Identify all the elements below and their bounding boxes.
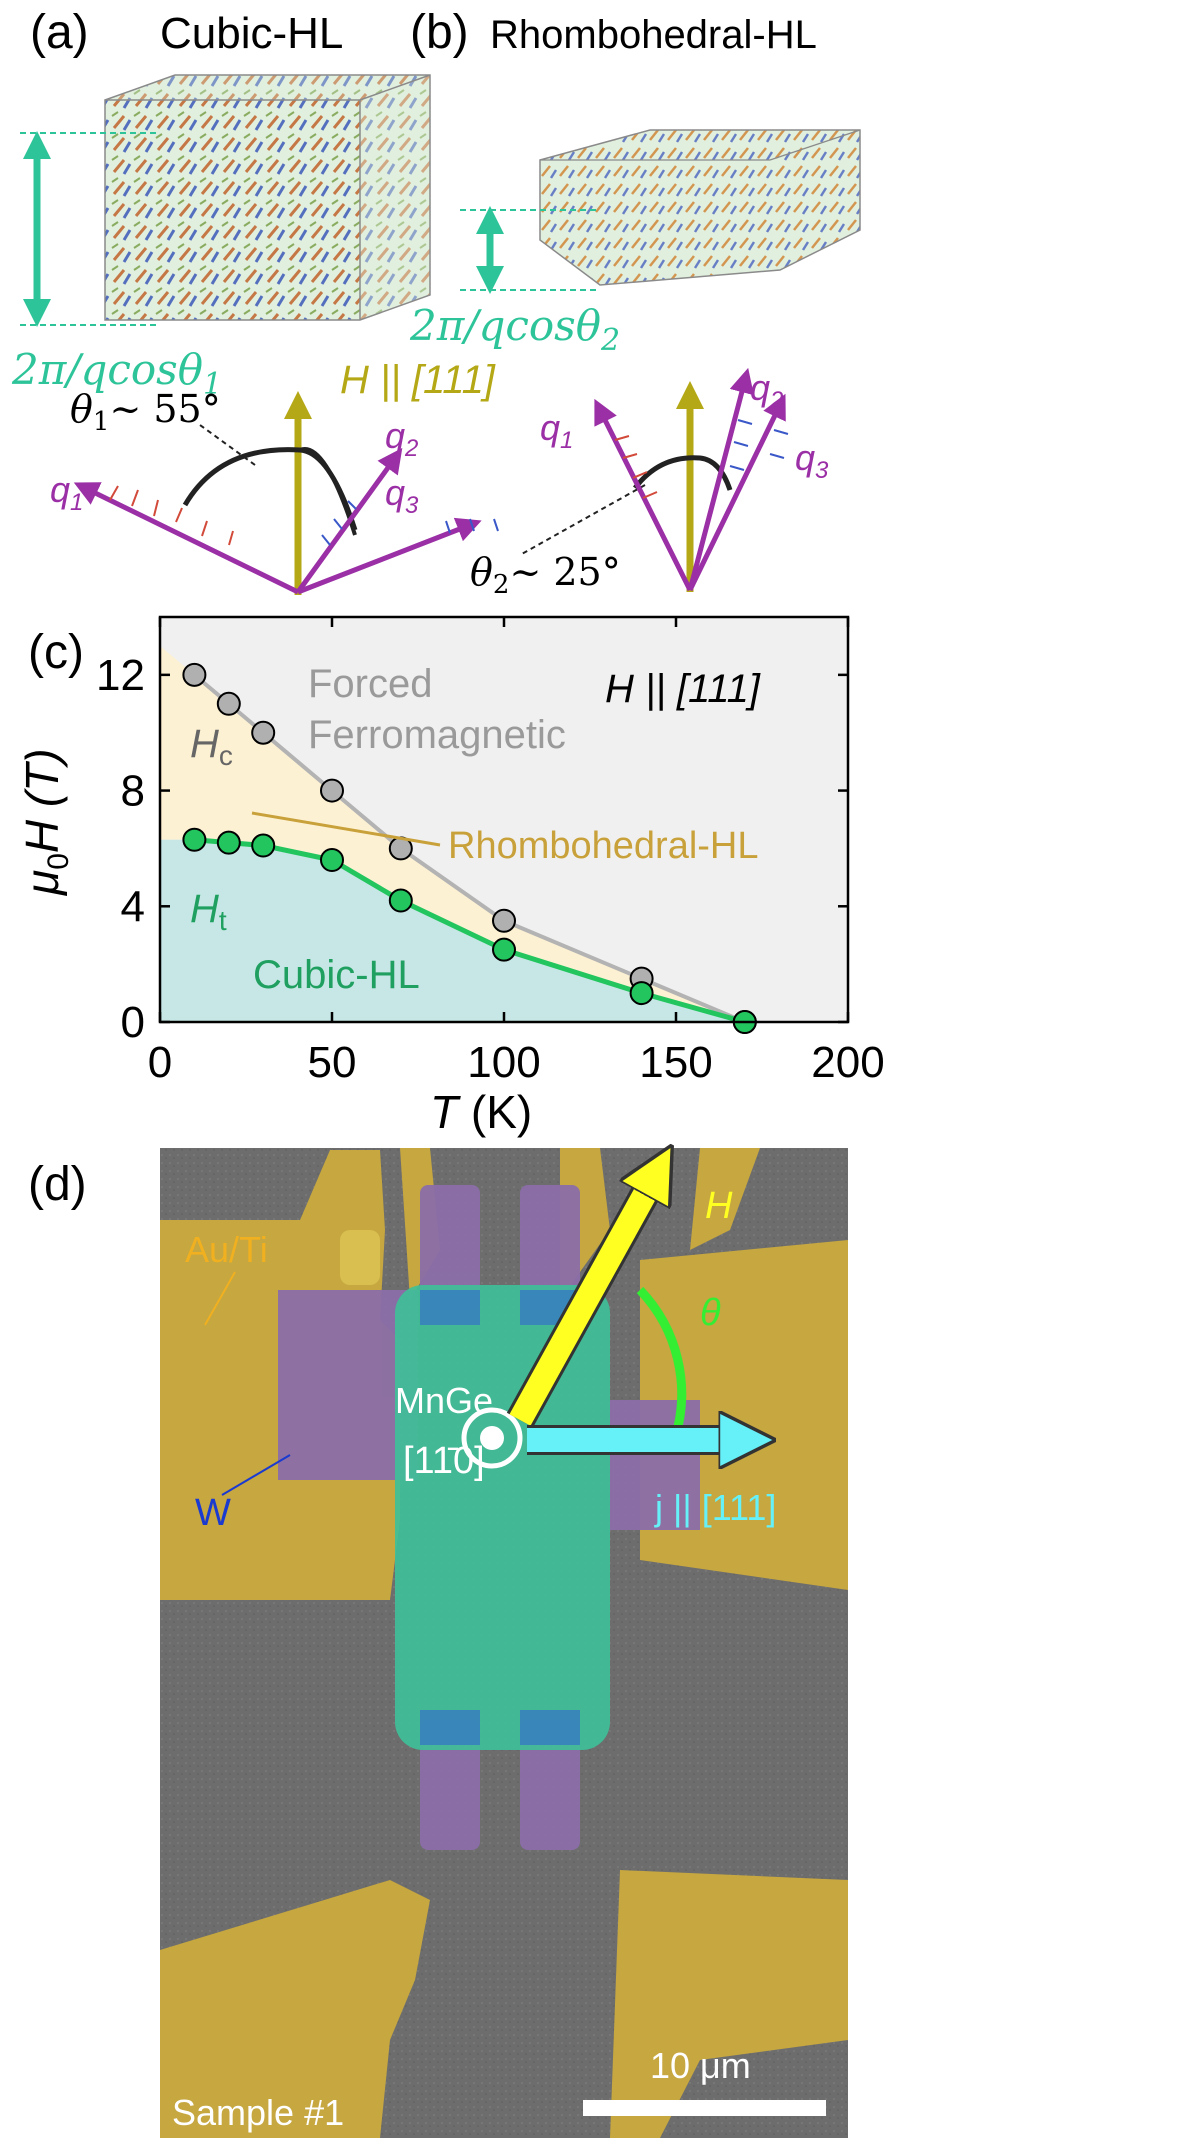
panel-b: (b) Rhombohedral-HL 2π/qcosθ2 θ2~ 25° q1… — [409, 6, 861, 600]
out-of-plane-symbol — [461, 1407, 523, 1469]
x-tick-label: 100 — [467, 1038, 540, 1087]
theta-label-d: θ — [700, 1292, 721, 1334]
current-label: j || [111] — [654, 1487, 776, 1528]
field-label-a: H || [111] — [340, 358, 496, 402]
w-contacts — [278, 1185, 700, 1850]
x-tick-label: 0 — [148, 1038, 172, 1087]
au-ti-label: Au/Ti — [185, 1229, 268, 1270]
panel-a-title: Cubic-HL — [160, 9, 343, 58]
q3-label-a: q3 — [385, 472, 419, 519]
rhomb-pointer-line — [251, 811, 441, 847]
mnge-flake — [395, 1285, 610, 1750]
ht-point — [388, 888, 413, 913]
panel-d: (d) Au/ — [28, 1148, 848, 2138]
y-tick-label: 0 — [121, 998, 145, 1047]
theta-arc — [636, 1286, 687, 1440]
forced-ferro-line1: Forced — [308, 662, 433, 706]
cubic-region-label: Cubic-HL — [253, 953, 420, 997]
q2-label-b: q2 — [750, 367, 783, 414]
ht-point — [251, 833, 276, 858]
field-annotation-c: H || [111] — [605, 667, 761, 711]
q-vectors-a — [73, 447, 499, 595]
angle-label-a: θ1~ 55° — [70, 387, 221, 437]
hc-label: Hc — [190, 722, 233, 771]
panel-a: (a) Cubic-HL 2π/qcosθ1 H || [111] θ1~ 55… — [11, 6, 499, 595]
ht-point — [492, 937, 516, 962]
y-axis-label: μ0H (T) — [16, 748, 75, 896]
ht-point — [629, 981, 654, 1006]
ht-point — [320, 848, 344, 872]
rhombohedral-helix-lattice — [539, 129, 861, 286]
hc-point — [320, 778, 344, 803]
x-tick-label: 50 — [308, 1038, 357, 1087]
hc-point — [182, 662, 207, 687]
panel-c: (c) 0 50 100 150 200 0 4 8 12 Forced Ferromagnet… — [16, 615, 885, 1138]
q3-label-b: q3 — [795, 437, 829, 484]
angle-label-b: θ2~ 25° — [470, 550, 621, 600]
hc-point — [251, 720, 276, 745]
ht-points — [182, 827, 757, 1034]
ht-point — [216, 830, 241, 855]
panel-a-label: (a) — [30, 6, 89, 59]
x-tick-label: 200 — [811, 1038, 884, 1087]
region-rhombohedral — [160, 645, 745, 1022]
scale-label: 10 μm — [650, 2045, 751, 2086]
region-cubic — [160, 839, 745, 1022]
hc-point — [492, 908, 516, 933]
panel-d-label: (d) — [28, 1158, 87, 1211]
x-axis-label: T (K) — [430, 1086, 532, 1138]
rhomb-region-label: Rhombohedral-HL — [448, 825, 759, 867]
forced-ferro-line2: Ferromagnetic — [308, 713, 566, 757]
direction-label: [11̄0] — [403, 1440, 485, 1482]
hc-point — [216, 691, 241, 716]
panel-b-title: Rhombohedral-HL — [490, 13, 817, 57]
y-tick-label: 8 — [121, 767, 145, 816]
ht-label: Ht — [190, 887, 227, 936]
q1-label-b: q1 — [540, 407, 573, 454]
period-label-a: 2π/qcosθ1 — [11, 345, 222, 402]
scale-bar — [583, 2100, 826, 2116]
cubic-helix-lattice — [104, 74, 431, 321]
axis-ticks: 0 50 100 150 200 0 4 8 12 — [96, 617, 885, 1087]
period-label-b: 2π/qcosθ2 — [409, 301, 620, 358]
ht-point — [182, 827, 207, 852]
y-tick-label: 12 — [96, 651, 145, 700]
h-label-d: H — [705, 1185, 733, 1227]
sample-label: Sample #1 — [172, 2092, 344, 2133]
q2-label-a: q2 — [385, 415, 418, 462]
q-vectors-b — [594, 367, 789, 592]
panel-b-label: (b) — [410, 6, 469, 59]
y-tick-label: 4 — [121, 882, 145, 931]
w-label: W — [195, 1492, 231, 1534]
x-tick-label: 150 — [639, 1038, 712, 1087]
panel-c-label: (c) — [28, 626, 84, 679]
q1-label-a: q1 — [50, 469, 83, 516]
